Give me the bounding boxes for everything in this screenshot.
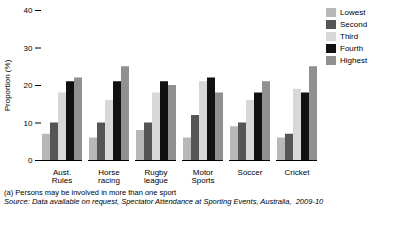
svg-text:Proportion (%): Proportion (%) bbox=[3, 59, 12, 111]
html-text:Second: Second bbox=[340, 20, 368, 29]
svg-text:30: 30 bbox=[24, 44, 33, 53]
svg-text:0: 0 bbox=[28, 156, 33, 165]
svg-text:Soccer: Soccer bbox=[238, 168, 263, 177]
html-text:Fourth: Fourth bbox=[340, 44, 364, 53]
html-text:(a) Persons may be involved in: (a) Persons may be involved in more than… bbox=[4, 188, 177, 197]
svg-text:Cricket: Cricket bbox=[285, 168, 311, 177]
svg-text:Aust.Rules: Aust.Rules bbox=[52, 168, 72, 185]
html-text:Third: Third bbox=[340, 32, 359, 41]
svg-text:10: 10 bbox=[24, 119, 33, 128]
html-text:Highest: Highest bbox=[340, 56, 368, 65]
svg-text:40: 40 bbox=[24, 6, 33, 15]
html-text:Lowest: Lowest bbox=[340, 8, 366, 17]
svg-text:Horseracing: Horseracing bbox=[98, 168, 120, 185]
svg-text:Rugbyleague: Rugbyleague bbox=[144, 168, 169, 185]
html-text:Source: Data available on requ: Source: Data available on request, Spect… bbox=[4, 197, 324, 206]
svg-text:MotorSports: MotorSports bbox=[191, 168, 214, 185]
svg-text:20: 20 bbox=[24, 81, 33, 90]
